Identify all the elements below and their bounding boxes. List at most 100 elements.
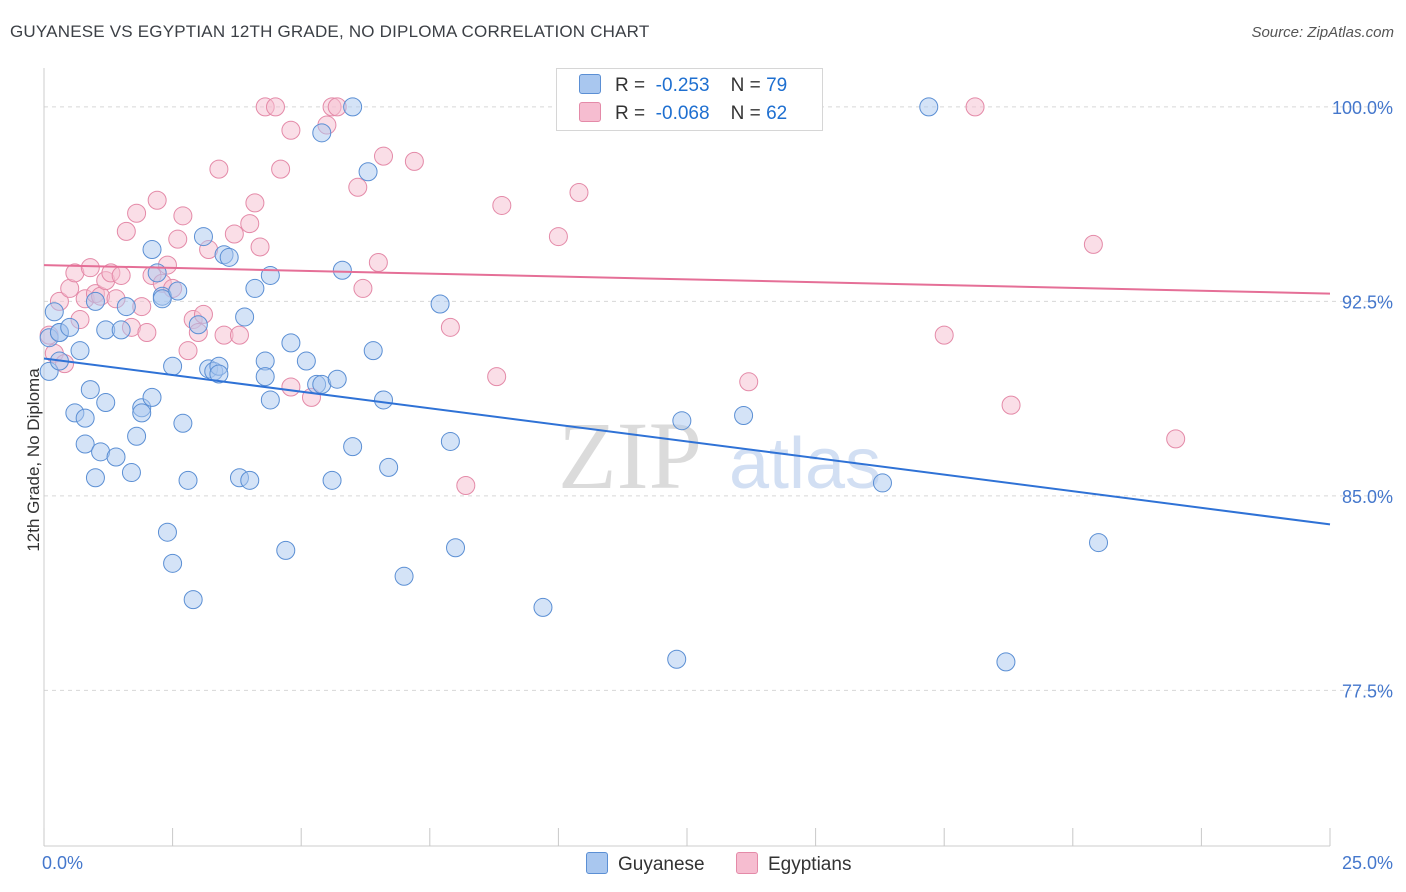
bottom-swatch-egyptians <box>736 852 758 874</box>
guyanese-point <box>183 590 203 610</box>
legend-row-egyptians: R = -0.068 N = 62 <box>579 102 787 126</box>
guyanese-point <box>296 351 316 371</box>
y-tick-label: 85.0% <box>1342 487 1393 507</box>
bottom-label-guyanese: Guyanese <box>618 854 705 875</box>
guyanese-point <box>111 320 131 340</box>
legend-r-label: R = <box>615 75 646 96</box>
guyanese-point <box>219 247 239 267</box>
legend-r-value-guyanese: -0.253 <box>655 75 710 96</box>
egyptians-point <box>487 367 507 387</box>
guyanese-point <box>374 390 394 410</box>
egyptians-point <box>1166 429 1186 449</box>
y-axis-label: 12th Grade, No Diploma <box>24 368 43 552</box>
legend-r-value-egyptians: -0.068 <box>655 103 710 124</box>
guyanese-point <box>260 390 280 410</box>
egyptians-point <box>127 203 147 223</box>
guyanese-point <box>188 315 208 335</box>
egyptians-point <box>1001 395 1021 415</box>
watermark: ZIP atlas <box>558 402 881 509</box>
egyptians-point <box>348 177 368 197</box>
guyanese-point <box>312 123 332 143</box>
egyptians-point <box>116 221 136 241</box>
guyanese-point <box>116 297 136 317</box>
egyptians-point <box>569 182 589 202</box>
bottom-legend-egyptians: Egyptians <box>736 852 851 876</box>
guyanese-point <box>142 387 162 407</box>
guyanese-point <box>75 408 95 428</box>
tick-labels: 100.0% 92.5% 85.0% 77.5% 0.0% 25.0% <box>42 98 1393 873</box>
egyptians-point <box>265 97 285 117</box>
guyanese-point <box>178 470 198 490</box>
guyanese-point <box>96 393 116 413</box>
egyptians-point <box>281 120 301 140</box>
egyptians-point <box>368 253 388 272</box>
source-label: Source: ZipAtlas.com <box>1251 24 1394 41</box>
guyanese-point <box>276 540 296 560</box>
guyanese-point <box>168 281 188 301</box>
guyanese-point <box>209 364 229 384</box>
guyanese-points <box>39 97 1109 672</box>
egyptians-point <box>934 325 954 345</box>
egyptians-point <box>353 278 373 298</box>
bottom-label-egyptians: Egyptians <box>768 854 852 875</box>
egyptians-point <box>224 224 244 244</box>
egyptians-point <box>374 146 394 166</box>
guyanese-point <box>60 317 80 337</box>
guyanese-point <box>379 457 399 477</box>
guyanese-point <box>358 162 378 182</box>
egyptians-point <box>240 214 260 234</box>
egyptians-point <box>440 317 460 337</box>
guyanese-point <box>44 302 64 322</box>
guyanese-point <box>327 369 347 389</box>
legend-n-value-guyanese: 79 <box>766 75 788 96</box>
egyptians-point <box>739 372 759 392</box>
guyanese-point <box>667 649 687 669</box>
guyanese-point <box>121 463 141 483</box>
guyanese-point <box>173 413 193 433</box>
guyanese-point <box>132 403 152 423</box>
guyanese-point <box>394 566 414 586</box>
y-tick-label: 77.5% <box>1342 681 1393 701</box>
egyptians-point <box>492 195 512 215</box>
guyanese-point <box>996 652 1016 672</box>
guyanese-trend-line <box>43 357 1331 526</box>
guyanese-point <box>193 227 213 247</box>
guyanese-point <box>70 341 90 361</box>
guyanese-point <box>343 437 363 457</box>
guyanese-point <box>163 356 183 376</box>
chart-title: GUYANESE VS EGYPTIAN 12TH GRADE, NO DIPL… <box>10 22 650 41</box>
guyanese-point <box>332 260 352 280</box>
egyptians-point <box>1083 234 1103 254</box>
guyanese-point <box>127 426 147 446</box>
guyanese-point <box>235 307 255 327</box>
grid <box>44 106 1392 691</box>
guyanese-point <box>281 333 301 353</box>
egyptians-point <box>173 206 193 226</box>
guyanese-point <box>255 367 275 387</box>
guyanese-point <box>85 291 105 311</box>
y-tick-label: 100.0% <box>1332 98 1393 118</box>
guyanese-point <box>85 468 105 488</box>
egyptians-point <box>80 258 100 278</box>
egyptians-point <box>965 97 985 117</box>
guyanese-point <box>440 431 460 451</box>
egyptians-point <box>250 237 270 257</box>
guyanese-point <box>533 597 553 617</box>
egyptians-point <box>271 159 291 179</box>
legend-swatch-egyptians <box>579 102 601 122</box>
egyptians-point <box>147 190 167 210</box>
legend-row-guyanese: R = -0.253 N = 79 <box>579 74 787 98</box>
bottom-swatch-guyanese <box>586 852 608 874</box>
bottom-legend-guyanese: Guyanese <box>586 852 705 876</box>
egyptians-points <box>39 97 1186 496</box>
guyanese-point <box>872 473 892 493</box>
x-tick-label: 0.0% <box>42 853 83 873</box>
axes <box>43 68 1331 847</box>
legend-swatch-guyanese <box>579 74 601 94</box>
guyanese-point <box>245 278 265 298</box>
legend-r-label: R = <box>615 103 646 124</box>
egyptians-point <box>111 265 131 285</box>
egyptians-point <box>245 193 265 213</box>
egyptians-trend-line <box>43 264 1331 295</box>
